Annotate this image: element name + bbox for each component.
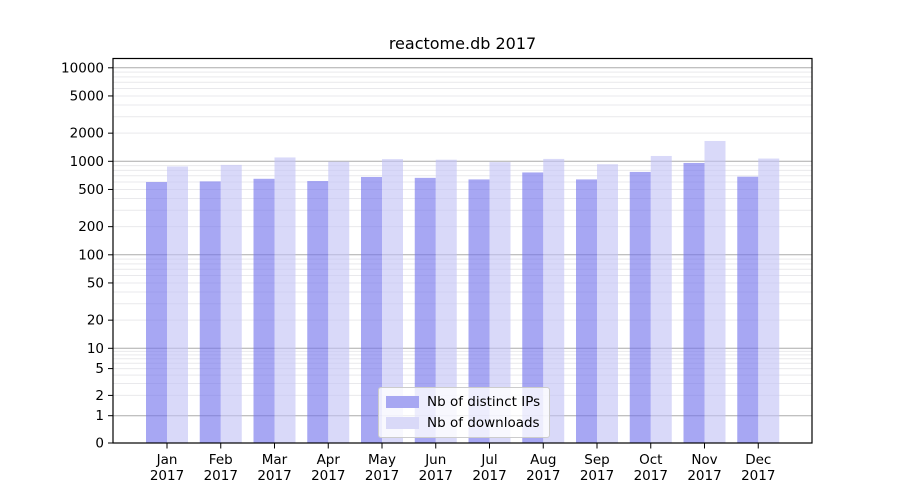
x-tick-label-year: 2017 <box>365 468 399 484</box>
bar-downloads-dec <box>758 158 780 443</box>
x-tick-label-month: Feb <box>209 452 233 468</box>
chart-title: reactome.db 2017 <box>388 34 537 53</box>
y-tick-label: 5 <box>95 361 104 377</box>
bar-distinct-ips-apr <box>307 181 329 444</box>
x-tick-label-year: 2017 <box>419 468 453 484</box>
y-tick-label: 1 <box>95 408 104 424</box>
y-tick-label: 500 <box>78 182 104 198</box>
bar-downloads-jun <box>435 159 457 443</box>
bar-distinct-ips-oct <box>629 171 651 443</box>
y-tick-label: 20 <box>87 313 104 329</box>
bar-distinct-ips-may <box>361 176 382 443</box>
legend-label-distinct-ips: Nb of distinct IPs <box>427 394 541 410</box>
legend-swatch-downloads <box>386 417 419 429</box>
y-tick-label: 0 <box>95 436 104 452</box>
y-tick-label: 5000 <box>70 88 104 104</box>
x-tick-label-month: Apr <box>317 452 341 468</box>
x-tick-label-month: May <box>368 452 396 468</box>
legend-swatch-distinct-ips <box>386 396 419 408</box>
x-tick-label-month: Mar <box>262 452 288 468</box>
bar-downloads-mar <box>274 157 296 443</box>
bar-downloads-apr <box>328 161 350 443</box>
y-tick-label: 50 <box>87 275 104 291</box>
y-tick-label: 200 <box>78 219 104 235</box>
x-tick-label-year: 2017 <box>741 468 775 484</box>
x-tick-label-month: Jan <box>156 452 178 468</box>
x-tick-label-month: Jul <box>480 452 497 468</box>
y-tick-label: 10000 <box>61 60 104 76</box>
bar-distinct-ips-sep <box>576 179 597 443</box>
x-tick-label-year: 2017 <box>634 468 668 484</box>
x-tick-label-year: 2017 <box>472 468 506 484</box>
bar-downloads-jul <box>489 162 511 443</box>
x-tick-label-month: Aug <box>530 452 556 468</box>
bar-downloads-sep <box>597 164 618 444</box>
bar-distinct-ips-feb <box>199 181 221 444</box>
x-tick-label-month: Oct <box>639 452 662 468</box>
x-tick-label-year: 2017 <box>257 468 291 484</box>
bar-distinct-ips-aug <box>522 172 544 444</box>
x-tick-label-month: Sep <box>584 452 609 468</box>
bar-distinct-ips-jul <box>468 179 490 443</box>
legend: Nb of distinct IPs Nb of downloads <box>378 387 551 438</box>
bar-downloads-jan <box>167 166 188 443</box>
legend-label-downloads: Nb of downloads <box>427 415 540 431</box>
x-tick-label-year: 2017 <box>526 468 560 484</box>
y-tick-label: 1000 <box>70 154 104 170</box>
legend-item-downloads: Nb of downloads <box>386 415 540 431</box>
bar-distinct-ips-dec <box>737 176 759 443</box>
x-tick-label-year: 2017 <box>311 468 345 484</box>
x-tick-label-year: 2017 <box>150 468 184 484</box>
bar-downloads-feb <box>220 164 242 443</box>
y-tick-label: 100 <box>78 247 104 263</box>
legend-item-distinct-ips: Nb of distinct IPs <box>386 394 540 410</box>
bar-distinct-ips-jan <box>146 182 167 444</box>
x-tick-label-month: Jun <box>424 452 446 468</box>
x-tick-label-year: 2017 <box>204 468 238 484</box>
bar-downloads-aug <box>543 158 565 443</box>
x-tick-label-year: 2017 <box>580 468 614 484</box>
bar-distinct-ips-mar <box>253 178 275 443</box>
y-tick-label: 10 <box>87 341 104 357</box>
x-tick-label-year: 2017 <box>687 468 721 484</box>
x-tick-label-month: Nov <box>691 452 717 468</box>
bar-distinct-ips-nov <box>683 162 705 443</box>
axes-frame <box>112 57 813 444</box>
x-tick-label-month: Dec <box>745 452 771 468</box>
y-tick-label: 2000 <box>70 126 104 142</box>
bar-downloads-may <box>382 159 403 443</box>
bar-downloads-nov <box>704 140 726 443</box>
bar-distinct-ips-jun <box>414 177 436 443</box>
bar-downloads-oct <box>650 155 672 443</box>
y-tick-label: 2 <box>95 388 104 404</box>
